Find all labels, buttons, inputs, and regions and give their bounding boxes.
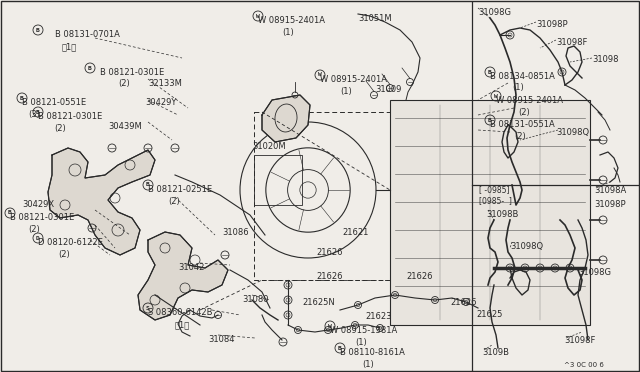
Text: （1）: （1）	[62, 42, 77, 51]
Text: 21625N: 21625N	[302, 298, 335, 307]
Polygon shape	[262, 95, 310, 142]
Text: W: W	[494, 93, 498, 99]
Text: (2): (2)	[518, 108, 530, 117]
Text: 31051M: 31051M	[358, 14, 392, 23]
Text: B 08134-0851A: B 08134-0851A	[490, 72, 555, 81]
Text: B: B	[146, 183, 150, 187]
Text: [ -0985]: [ -0985]	[479, 185, 509, 194]
Text: (2): (2)	[54, 124, 66, 133]
Text: W 08915-2401A: W 08915-2401A	[496, 96, 563, 105]
Text: 30439M: 30439M	[108, 122, 141, 131]
Text: B: B	[36, 28, 40, 32]
Text: 30429Y: 30429Y	[145, 98, 177, 107]
Text: (1): (1)	[282, 28, 294, 37]
Text: S 08360-6142B: S 08360-6142B	[148, 308, 212, 317]
Text: S: S	[146, 305, 150, 311]
Text: 31098F: 31098F	[556, 38, 588, 47]
Text: 31042: 31042	[178, 263, 204, 272]
Text: 21623: 21623	[365, 312, 392, 321]
Text: W 08915-2401A: W 08915-2401A	[258, 16, 325, 25]
Text: 31086: 31086	[222, 228, 248, 237]
Text: B 08131-0551A: B 08131-0551A	[490, 120, 555, 129]
Text: 21621: 21621	[342, 228, 369, 237]
Text: 31080: 31080	[242, 295, 269, 304]
Text: W: W	[318, 73, 322, 77]
Text: (2): (2)	[58, 250, 70, 259]
Text: 21626: 21626	[406, 272, 433, 281]
Text: D: D	[36, 235, 40, 241]
Text: B 08121-0301E: B 08121-0301E	[10, 213, 74, 222]
Text: 31098A: 31098A	[594, 186, 627, 195]
Text: 31098P: 31098P	[536, 20, 568, 29]
Text: [0985-  ]: [0985- ]	[479, 196, 512, 205]
Text: 21626: 21626	[316, 272, 342, 281]
Text: 31098P: 31098P	[594, 200, 626, 209]
Bar	[254, 112, 390, 280]
Text: B: B	[36, 109, 40, 115]
Text: B 08121-0551E: B 08121-0551E	[22, 98, 86, 107]
Text: 31098F: 31098F	[564, 336, 595, 345]
Text: D 08120-6122E: D 08120-6122E	[38, 238, 103, 247]
Text: 21626: 21626	[450, 298, 477, 307]
Text: (2): (2)	[118, 79, 130, 88]
Text: B: B	[8, 211, 12, 215]
Text: B 08121-0301E: B 08121-0301E	[38, 112, 102, 121]
Text: 31098Q: 31098Q	[510, 242, 543, 251]
Text: 31098: 31098	[592, 55, 618, 64]
Text: 21626: 21626	[316, 248, 342, 257]
Text: B: B	[488, 118, 492, 122]
Text: B: B	[338, 346, 342, 350]
Text: (2): (2)	[28, 225, 40, 234]
Text: 31084: 31084	[208, 335, 234, 344]
Bar	[254, 155, 302, 205]
Text: (1): (1)	[355, 338, 367, 347]
Text: 3109B: 3109B	[482, 348, 509, 357]
Text: 32133M: 32133M	[148, 79, 182, 88]
Text: 31098Q: 31098Q	[556, 128, 589, 137]
Text: (3): (3)	[28, 110, 40, 119]
Text: 31098G: 31098G	[578, 268, 611, 277]
Text: B 08131-0701A: B 08131-0701A	[55, 30, 120, 39]
Text: (1): (1)	[512, 83, 524, 92]
Polygon shape	[48, 148, 155, 255]
Text: (2): (2)	[168, 197, 180, 206]
Text: (2): (2)	[514, 132, 525, 141]
Text: B 08121-0251E: B 08121-0251E	[148, 185, 212, 194]
Text: B: B	[488, 70, 492, 74]
Text: ^3 0C 00 6: ^3 0C 00 6	[564, 362, 604, 368]
Text: B 08110-8161A: B 08110-8161A	[340, 348, 405, 357]
Text: W: W	[256, 13, 260, 19]
Text: 31098B: 31098B	[486, 210, 518, 219]
Polygon shape	[138, 232, 228, 320]
Text: W 08915-1381A: W 08915-1381A	[330, 326, 397, 335]
Text: 31009: 31009	[375, 85, 401, 94]
Text: (1): (1)	[340, 87, 352, 96]
Text: B 08121-0301E: B 08121-0301E	[100, 68, 164, 77]
Bar	[390, 100, 590, 325]
Text: W 08915-2401A: W 08915-2401A	[320, 75, 387, 84]
Text: B: B	[20, 96, 24, 100]
Text: 31098G: 31098G	[478, 8, 511, 17]
Text: （1）: （1）	[175, 320, 190, 329]
Text: W: W	[328, 324, 332, 328]
Text: 21625: 21625	[476, 310, 502, 319]
Text: 30429X: 30429X	[22, 200, 54, 209]
Text: B: B	[88, 65, 92, 71]
Text: 31020M: 31020M	[252, 142, 285, 151]
Text: (1): (1)	[362, 360, 374, 369]
